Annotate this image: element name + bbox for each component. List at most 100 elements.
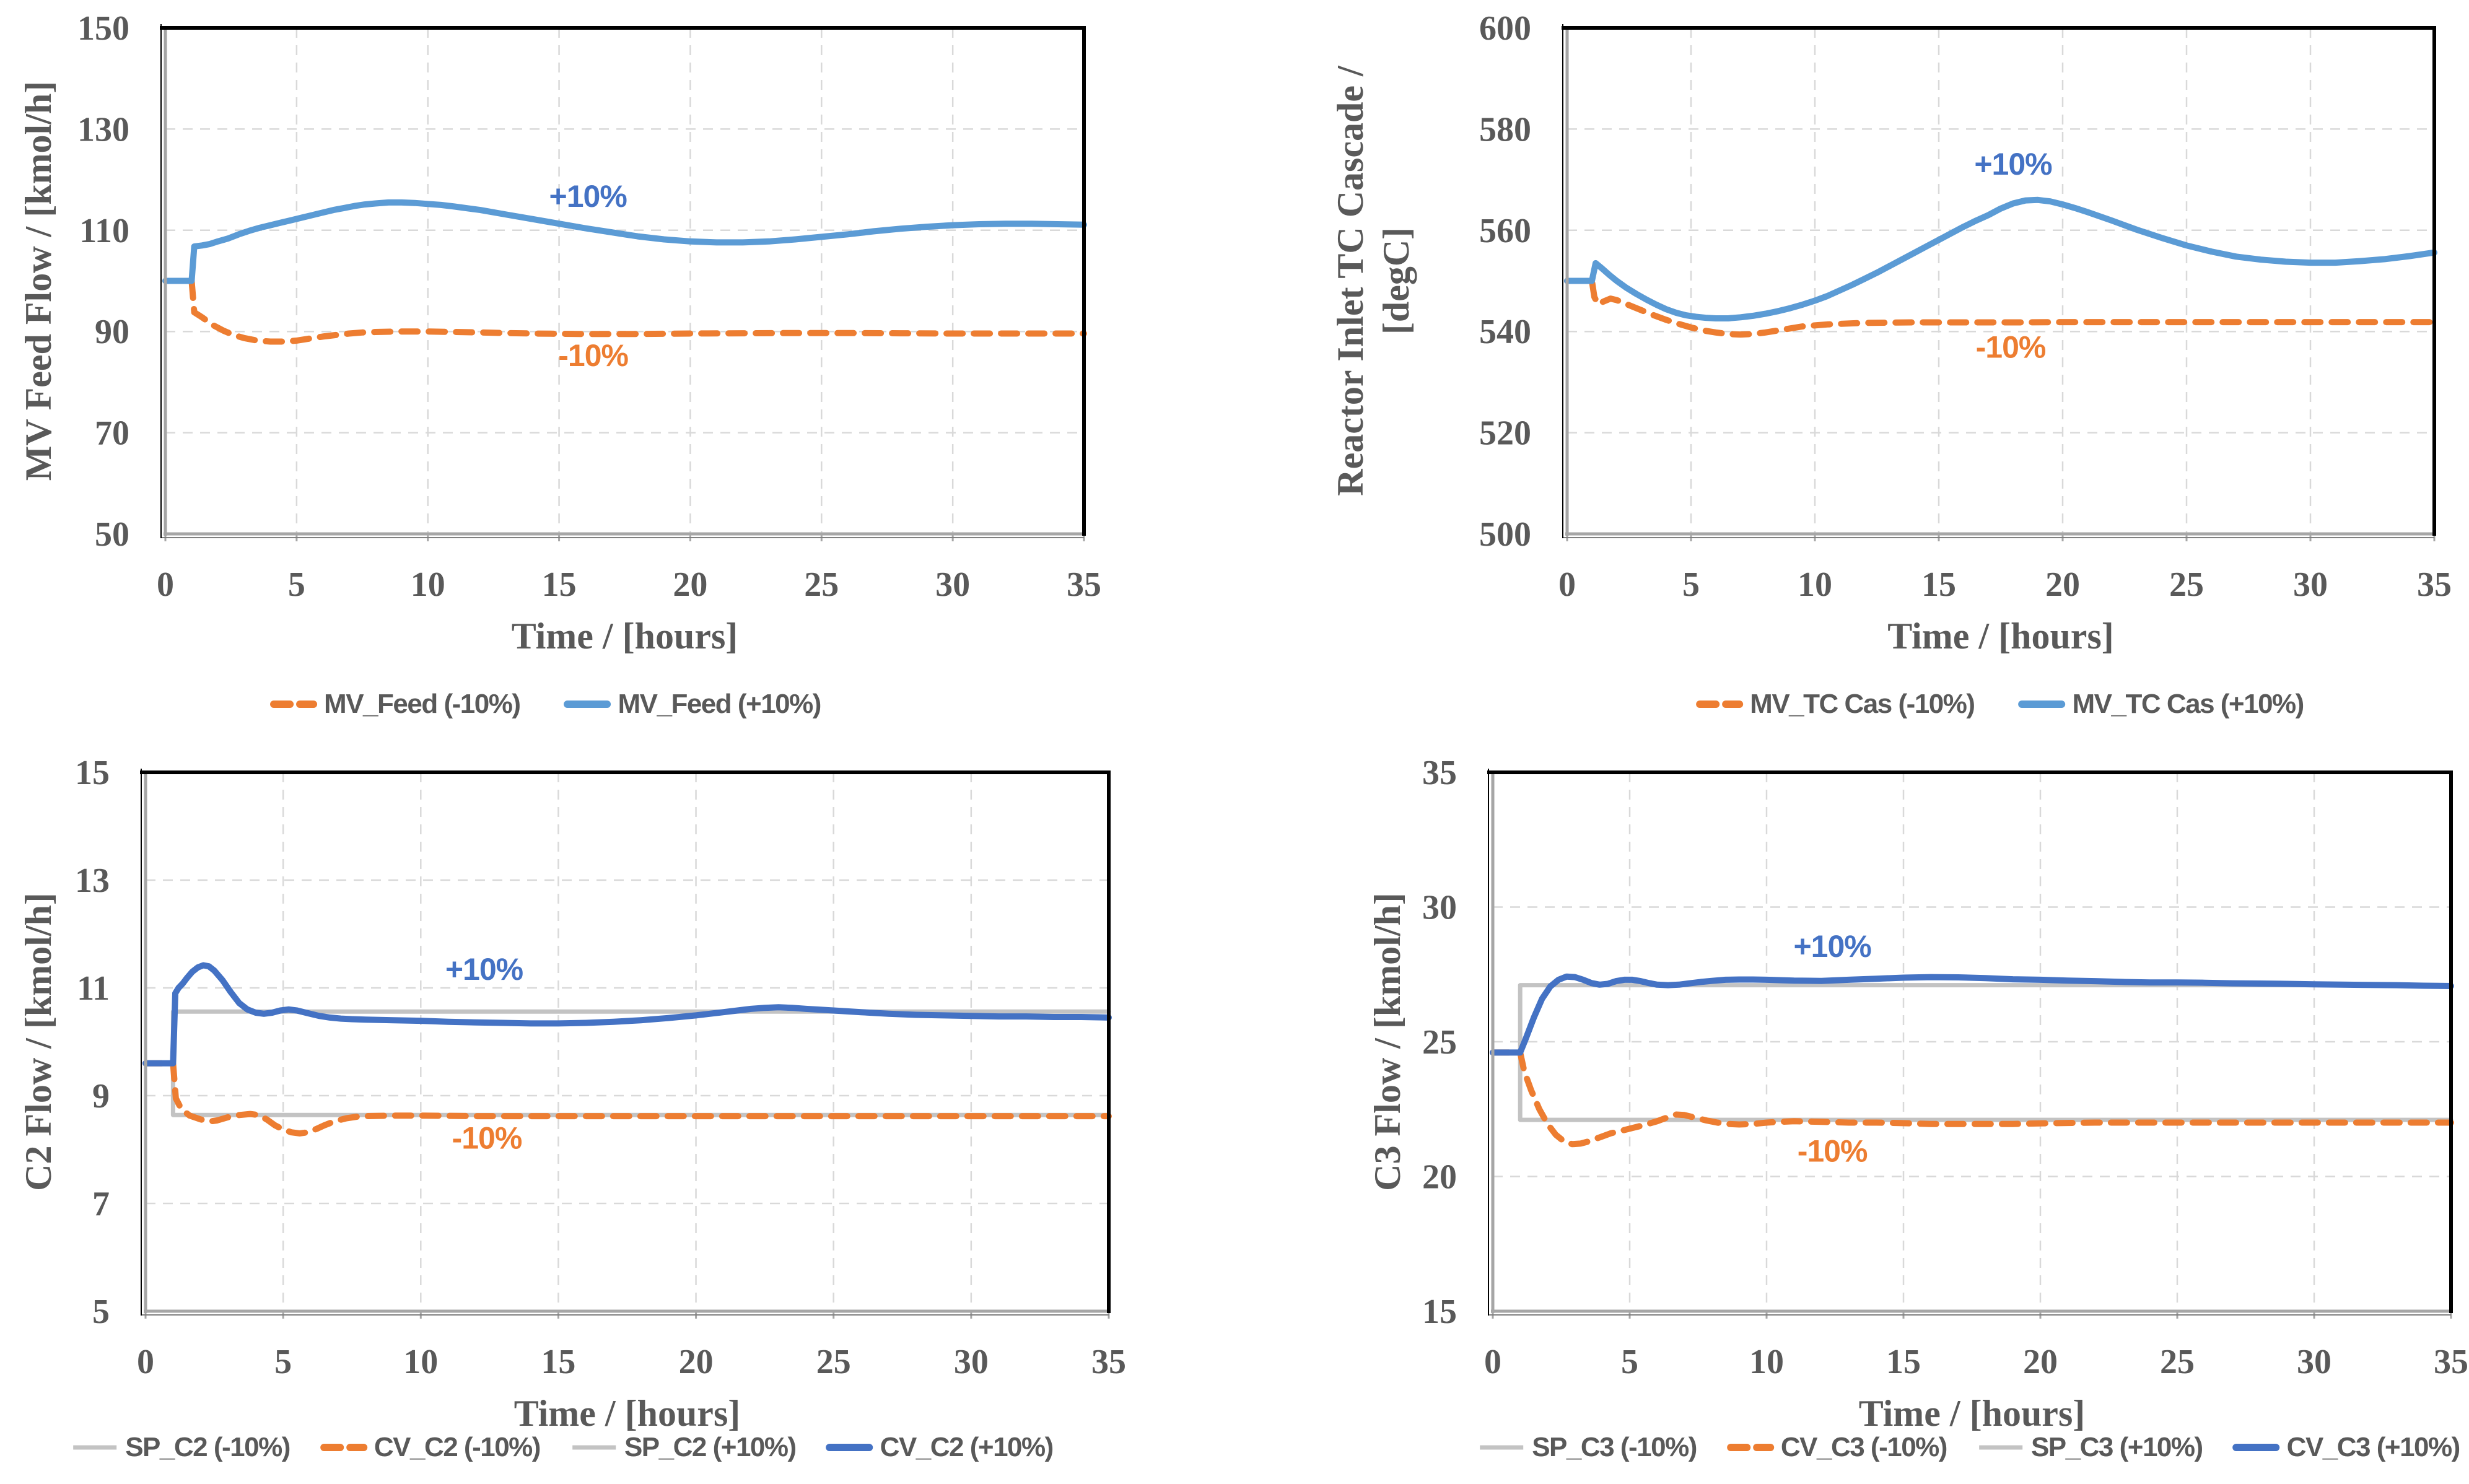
y-axis-tick-label: 20 <box>1422 1158 1457 1197</box>
legend-item: SP_C2 (+10%) <box>570 1432 797 1463</box>
x-axis-tick-label: 20 <box>679 1343 714 1381</box>
y-axis-tick-label: 110 <box>79 212 129 250</box>
legend-item-label: SP_C2 (+10%) <box>624 1432 797 1462</box>
y-axis-tick-label: 50 <box>95 515 129 554</box>
blue-solid-line-swatch <box>2232 1444 2280 1451</box>
x-axis-tick-label: 10 <box>411 565 445 604</box>
x-axis-title: Time / [hours] <box>1859 1393 2086 1434</box>
y-axis-tick-label: 70 <box>95 414 129 453</box>
x-axis-tick-label: 25 <box>2160 1343 2195 1381</box>
y-axis-tick-label: 7 <box>92 1185 110 1223</box>
chart-reactor-tc: 500 520 540 560 580 600 0 5 10 15 20 25 30 35 Time / [… <box>1330 9 2452 657</box>
legend-item: SP_C2 (-10%) <box>71 1432 291 1463</box>
series-line-MV_TC Cas (-10%) <box>1564 277 2437 338</box>
x-axis-tick-label: 30 <box>2297 1343 2331 1381</box>
legend-item-label: MV_Feed (+10%) <box>618 689 821 719</box>
annotation-label: -10% <box>452 1120 522 1155</box>
y-axis-tick-label: 500 <box>1479 515 1531 554</box>
legend-item: CV_C2 (-10%) <box>320 1432 541 1463</box>
legend-item: CV_C2 (+10%) <box>826 1432 1054 1463</box>
x-axis-title: Time / [hours] <box>1887 616 2114 657</box>
legend-item-label: MV_Feed (-10%) <box>324 689 521 719</box>
x-axis-title: Time / [hours] <box>514 1393 741 1434</box>
x-axis-tick-label: 35 <box>1091 1343 1126 1381</box>
legend-reactor-tc: MV_TC Cas (-10%) MV_TC Cas (+10%) <box>1695 689 2304 720</box>
gray-line-swatch <box>1480 1445 1524 1450</box>
annotation-label: +10% <box>445 952 523 987</box>
legend-item-label: MV_TC Cas (+10%) <box>2072 689 2304 719</box>
series-line-CV_C3 (+10%) <box>1490 973 2454 1056</box>
legend-mv-feed: MV_Feed (-10%) MV_Feed (+10%) <box>269 689 821 720</box>
legend-c2-flow: SP_C2 (-10%) CV_C2 (-10%) SP_C2 (+10%) C… <box>71 1432 1054 1463</box>
y-axis-tick-label: 520 <box>1479 414 1531 453</box>
blue-solid-line-swatch <box>826 1444 873 1451</box>
x-axis-tick-label: 15 <box>1886 1343 1921 1381</box>
legend-item: MV_TC Cas (+10%) <box>2017 689 2304 720</box>
x-axis-tick-label: 10 <box>1798 565 1832 604</box>
x-axis-tick-label: 30 <box>935 565 970 604</box>
orange-dashed-line-swatch <box>320 1444 367 1451</box>
x-axis-tick-label: 25 <box>804 565 839 604</box>
x-axis-tick-label: 35 <box>2434 1343 2468 1381</box>
x-axis-tick-label: 0 <box>1484 1343 1501 1381</box>
y-axis-tick-label: 25 <box>1422 1023 1457 1062</box>
x-axis-tick-label: 25 <box>2169 565 2204 604</box>
series-line-CV_C3 (-10%) <box>1490 1049 2454 1148</box>
x-axis-tick-label: 20 <box>673 565 707 604</box>
y-axis-title: C3 Flow / [kmol/h] <box>1367 893 1408 1191</box>
annotation-label: -10% <box>1798 1134 1868 1169</box>
series-line-MV_Feed (-10%) <box>162 277 1087 345</box>
y-axis-tick-label: 560 <box>1479 212 1531 250</box>
gray-line-swatch <box>73 1445 117 1450</box>
y-axis-tick-label: 130 <box>77 110 129 149</box>
legend-item: MV_Feed (-10%) <box>269 689 521 720</box>
y-axis-tick-label: 13 <box>75 862 110 900</box>
gray-line-swatch <box>1978 1445 2022 1450</box>
y-axis-tick-label: 11 <box>77 969 110 1008</box>
legend-item-label: CV_C3 (-10%) <box>1780 1432 1948 1462</box>
x-axis-tick-label: 20 <box>2023 1343 2058 1381</box>
gray-line-swatch <box>572 1445 616 1450</box>
y-axis-tick-label: 5 <box>92 1293 110 1331</box>
y-axis-tick-label: 15 <box>75 754 110 792</box>
x-axis-tick-label: 0 <box>137 1343 154 1381</box>
series-line-CV_C2 (-10%) <box>142 1060 1112 1137</box>
x-axis-tick-label: 10 <box>1749 1343 1784 1381</box>
y-axis-tick-label: 90 <box>95 313 129 351</box>
legend-item: SP_C3 (+10%) <box>1977 1432 2203 1463</box>
series-line-CV_C2 (+10%) <box>142 962 1112 1067</box>
series-line-MV_Feed (+10%) <box>162 199 1087 284</box>
x-axis-title: Time / [hours] <box>512 616 738 657</box>
blue-solid-line-swatch <box>564 701 611 708</box>
x-axis-tick-label: 5 <box>274 1343 292 1381</box>
legend-item-label: SP_C2 (-10%) <box>125 1432 291 1462</box>
legend-item-label: CV_C3 (+10%) <box>2286 1432 2461 1462</box>
y-axis-tick-label: 600 <box>1479 9 1531 48</box>
legend-item-label: SP_C3 (+10%) <box>2030 1432 2203 1462</box>
annotation-label: +10% <box>549 179 627 214</box>
annotation-label: -10% <box>558 338 628 373</box>
series-line-SP_C3 (-10%) <box>1490 1050 2454 1122</box>
x-axis-tick-label: 15 <box>1921 565 1956 604</box>
series-line-MV_TC Cas (+10%) <box>1564 196 2437 321</box>
legend-item: MV_TC Cas (-10%) <box>1695 689 1975 720</box>
x-axis-tick-label: 35 <box>2417 565 2452 604</box>
legend-item: CV_C3 (-10%) <box>1726 1432 1947 1463</box>
x-axis-tick-label: 0 <box>1558 565 1576 604</box>
y-axis-title: C2 Flow / [kmol/h] <box>18 893 59 1191</box>
legend-item: SP_C3 (-10%) <box>1477 1432 1697 1463</box>
legend-item: MV_Feed (+10%) <box>563 689 821 720</box>
legend-item-label: MV_TC Cas (-10%) <box>1750 689 1975 719</box>
y-axis-tick-label: 540 <box>1479 313 1531 351</box>
y-axis-tick-label: 580 <box>1479 110 1531 149</box>
x-axis-tick-label: 15 <box>542 565 577 604</box>
y-axis-title: MV Feed Flow / [kmol/h] <box>18 81 59 481</box>
legend-item-label: CV_C2 (+10%) <box>880 1432 1054 1462</box>
y-axis-title: Reactor Inlet TC Cascade / [degC] <box>1330 65 1417 496</box>
annotation-label: +10% <box>1793 929 1871 964</box>
x-axis-tick-label: 30 <box>2293 565 2328 604</box>
y-axis-tick-label: 35 <box>1422 754 1457 792</box>
orange-dashed-line-swatch <box>1726 1444 1774 1451</box>
